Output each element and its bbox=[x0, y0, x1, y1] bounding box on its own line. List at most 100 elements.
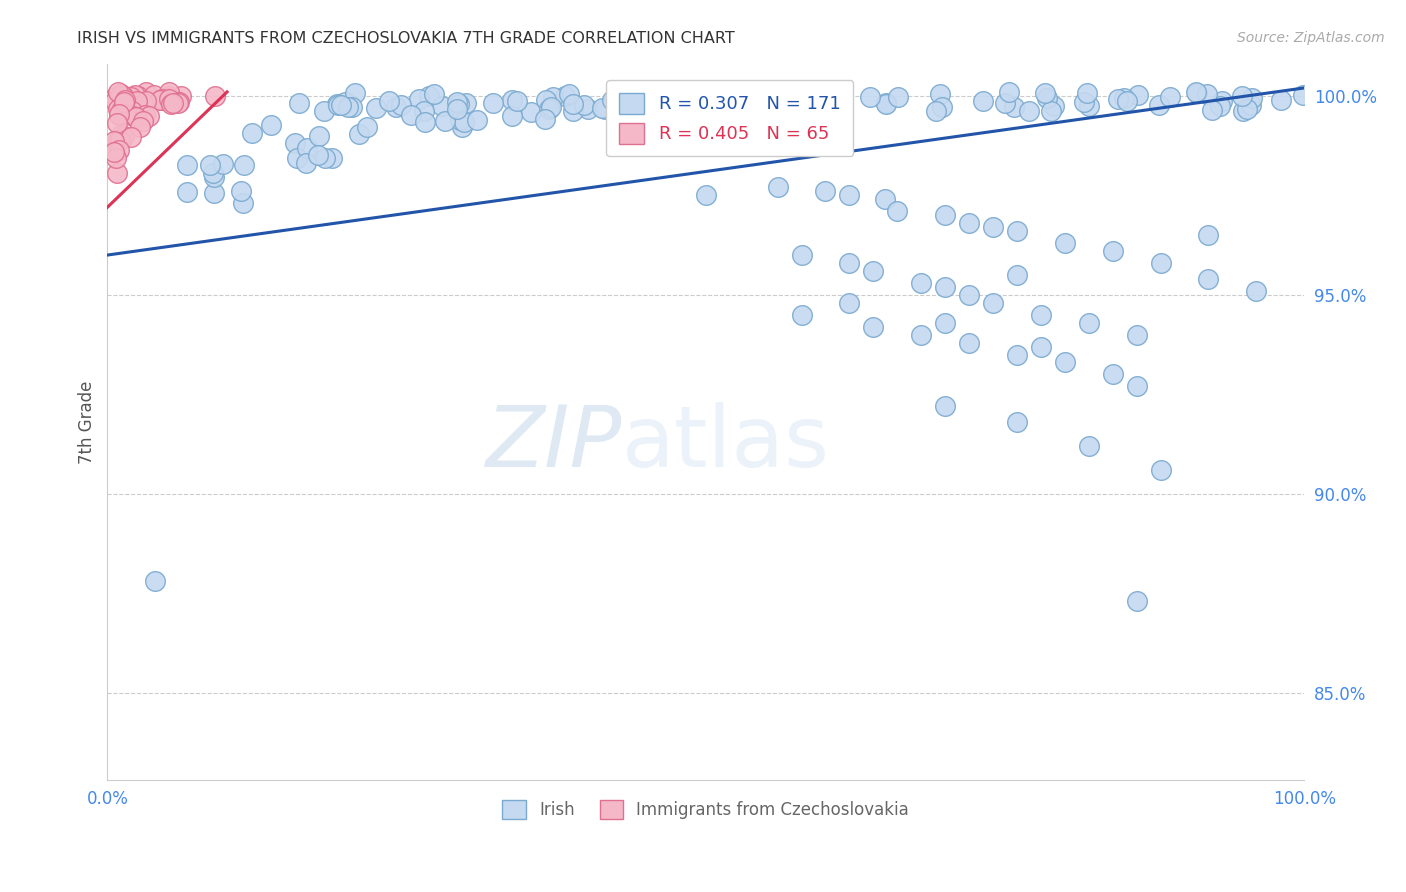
Point bbox=[481, 95, 503, 110]
Point bbox=[790, 308, 813, 322]
Point bbox=[1147, 97, 1170, 112]
Point bbox=[112, 128, 135, 143]
Point bbox=[790, 248, 813, 262]
Point bbox=[838, 295, 860, 310]
Point bbox=[202, 169, 225, 184]
Text: IRISH VS IMMIGRANTS FROM CZECHOSLOVAKIA 7TH GRADE CORRELATION CHART: IRISH VS IMMIGRANTS FROM CZECHOSLOVAKIA … bbox=[77, 31, 735, 46]
Point bbox=[501, 93, 523, 107]
Point bbox=[104, 89, 127, 103]
Point bbox=[107, 108, 129, 122]
Point bbox=[695, 188, 717, 202]
Point bbox=[413, 104, 436, 119]
Point bbox=[169, 89, 191, 103]
Point bbox=[994, 96, 1017, 111]
Point bbox=[981, 295, 1004, 310]
Point bbox=[827, 85, 849, 99]
Point bbox=[335, 95, 357, 110]
Point bbox=[308, 128, 330, 143]
Point bbox=[609, 93, 631, 107]
Point bbox=[811, 88, 834, 103]
Point bbox=[600, 93, 623, 107]
Point bbox=[202, 186, 225, 200]
Point bbox=[998, 85, 1021, 99]
Point bbox=[1005, 415, 1028, 429]
Point bbox=[1053, 355, 1076, 369]
Point bbox=[1005, 268, 1028, 282]
Point bbox=[1029, 308, 1052, 322]
Point bbox=[110, 87, 132, 101]
Point bbox=[413, 115, 436, 129]
Point bbox=[149, 94, 172, 108]
Point bbox=[326, 97, 349, 112]
Point bbox=[117, 95, 139, 110]
Point bbox=[1077, 316, 1099, 330]
Point bbox=[232, 196, 254, 211]
Point bbox=[765, 99, 787, 113]
Point bbox=[862, 264, 884, 278]
Point bbox=[176, 186, 198, 200]
Point bbox=[160, 96, 183, 111]
Point bbox=[887, 90, 910, 104]
Point bbox=[832, 90, 855, 104]
Point bbox=[110, 128, 132, 142]
Point bbox=[114, 107, 136, 121]
Point bbox=[1076, 86, 1098, 100]
Point bbox=[1239, 98, 1261, 112]
Point bbox=[157, 92, 180, 106]
Point bbox=[418, 89, 440, 103]
Point bbox=[934, 208, 956, 222]
Point bbox=[520, 104, 543, 119]
Point bbox=[1053, 236, 1076, 251]
Point bbox=[1004, 100, 1026, 114]
Point bbox=[449, 113, 471, 128]
Point bbox=[114, 93, 136, 107]
Point bbox=[1073, 95, 1095, 110]
Point bbox=[1125, 379, 1147, 393]
Point bbox=[105, 116, 128, 130]
Point bbox=[1036, 91, 1059, 105]
Point bbox=[875, 96, 897, 111]
Point bbox=[446, 102, 468, 116]
Point bbox=[1042, 98, 1064, 112]
Point bbox=[1101, 244, 1123, 258]
Point bbox=[1112, 91, 1135, 105]
Point bbox=[124, 88, 146, 103]
Point bbox=[543, 90, 565, 104]
Point bbox=[1116, 94, 1139, 108]
Point bbox=[737, 85, 759, 99]
Point bbox=[766, 180, 789, 194]
Point bbox=[831, 93, 853, 107]
Point bbox=[287, 151, 309, 165]
Point bbox=[827, 100, 849, 114]
Point bbox=[202, 165, 225, 179]
Point bbox=[389, 98, 412, 112]
Point bbox=[340, 100, 363, 114]
Point bbox=[132, 113, 155, 128]
Point bbox=[336, 100, 359, 114]
Point bbox=[534, 112, 557, 126]
Point bbox=[1211, 94, 1233, 108]
Point bbox=[364, 101, 387, 115]
Point bbox=[259, 119, 281, 133]
Point bbox=[1077, 439, 1099, 453]
Point bbox=[150, 93, 173, 107]
Point bbox=[446, 95, 468, 110]
Point bbox=[1292, 88, 1315, 103]
Point bbox=[800, 87, 823, 101]
Point bbox=[176, 158, 198, 172]
Point bbox=[143, 574, 166, 589]
Point bbox=[1185, 86, 1208, 100]
Point bbox=[135, 94, 157, 108]
Point bbox=[103, 145, 125, 159]
Point bbox=[1241, 91, 1264, 105]
Point bbox=[925, 104, 948, 119]
Point bbox=[1125, 327, 1147, 342]
Point bbox=[162, 96, 184, 111]
Point bbox=[706, 87, 728, 101]
Point bbox=[838, 188, 860, 202]
Point bbox=[169, 95, 191, 109]
Y-axis label: 7th Grade: 7th Grade bbox=[79, 381, 96, 464]
Point bbox=[910, 327, 932, 342]
Point bbox=[326, 97, 349, 112]
Point bbox=[1077, 99, 1099, 113]
